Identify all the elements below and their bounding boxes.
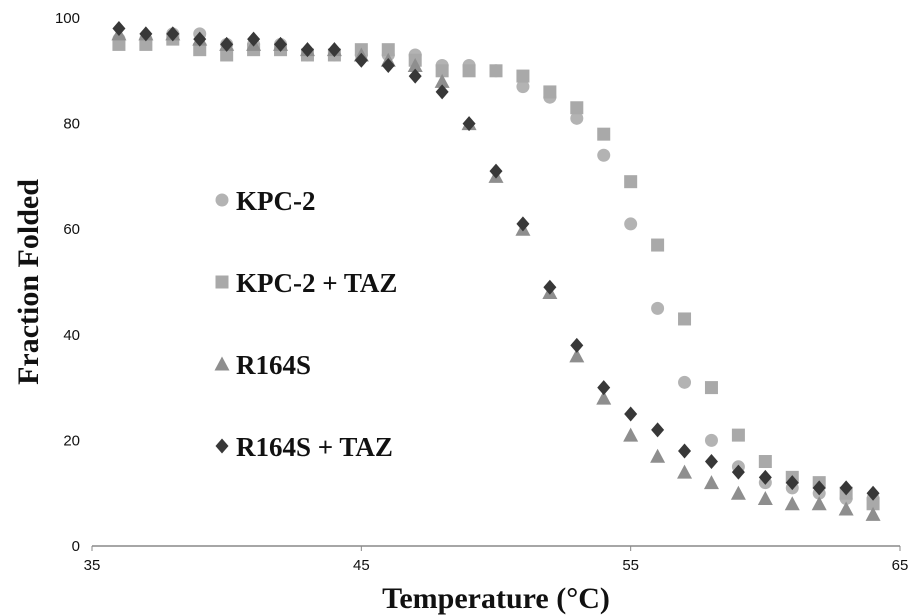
point [462, 116, 476, 132]
point [112, 21, 126, 37]
point [730, 485, 746, 500]
point [704, 381, 718, 395]
point [166, 26, 180, 42]
point [569, 348, 585, 363]
point [597, 380, 611, 396]
point [220, 36, 234, 52]
point [516, 216, 530, 232]
point [704, 454, 718, 470]
legend-label: R164S [236, 350, 311, 380]
point [408, 68, 422, 84]
point [274, 36, 288, 52]
point [678, 312, 692, 326]
point [865, 506, 881, 521]
point [597, 148, 611, 162]
point [543, 85, 557, 99]
point [247, 31, 261, 47]
y-tick-label: 60 [63, 221, 80, 238]
point [516, 80, 530, 94]
point [489, 64, 503, 78]
point [678, 443, 692, 459]
legend-marker [215, 193, 229, 207]
point [220, 48, 234, 62]
point [866, 497, 880, 511]
point [327, 42, 341, 58]
point [597, 127, 611, 141]
point [596, 390, 612, 405]
point [812, 480, 826, 496]
point [139, 26, 153, 42]
legend-label: R164S + TAZ [236, 432, 393, 462]
point [435, 84, 449, 100]
point [703, 475, 719, 490]
point [381, 58, 395, 74]
point [139, 37, 153, 51]
x-tick-label: 55 [622, 557, 639, 574]
point [704, 433, 718, 447]
point [543, 279, 557, 295]
point [407, 58, 423, 73]
x-axis-title: Temperature (°C) [382, 582, 610, 615]
y-tick-label: 20 [63, 432, 80, 449]
point [838, 501, 854, 516]
point [731, 464, 745, 480]
point [570, 337, 584, 353]
y-tick-label: 40 [63, 327, 80, 344]
point [811, 496, 827, 511]
point [570, 101, 584, 115]
point [758, 469, 772, 485]
x-tick-label: 35 [84, 557, 101, 574]
point [784, 496, 800, 511]
point [300, 42, 314, 58]
point [651, 238, 665, 252]
legend-label: KPC-2 [236, 186, 315, 216]
point [651, 422, 665, 438]
legend-marker [214, 356, 230, 371]
point [489, 163, 503, 179]
point [623, 427, 639, 442]
point [624, 217, 638, 231]
y-axis-title: Fraction Folded [12, 179, 45, 385]
x-tick-label: 65 [892, 557, 909, 574]
point [462, 64, 476, 78]
point [624, 406, 638, 422]
point [624, 175, 638, 189]
point [757, 490, 773, 505]
point [570, 111, 584, 125]
point [381, 43, 395, 57]
point [678, 375, 692, 389]
legend-marker [215, 438, 229, 454]
point [785, 475, 799, 491]
point [516, 69, 530, 83]
point [731, 428, 745, 442]
y-tick-label: 100 [55, 10, 80, 27]
point [193, 31, 207, 47]
point [677, 464, 693, 479]
point [112, 37, 126, 51]
y-tick-label: 80 [63, 116, 80, 133]
point [434, 73, 450, 88]
point [758, 455, 772, 469]
point [651, 301, 665, 315]
point [193, 43, 207, 57]
y-tick-label: 0 [72, 538, 80, 555]
point [839, 480, 853, 496]
point [650, 448, 666, 463]
point [354, 52, 368, 68]
legend-marker [215, 275, 229, 289]
legend-label: KPC-2 + TAZ [236, 268, 397, 298]
point [866, 485, 880, 501]
x-tick-label: 45 [353, 557, 370, 574]
point [435, 64, 449, 78]
